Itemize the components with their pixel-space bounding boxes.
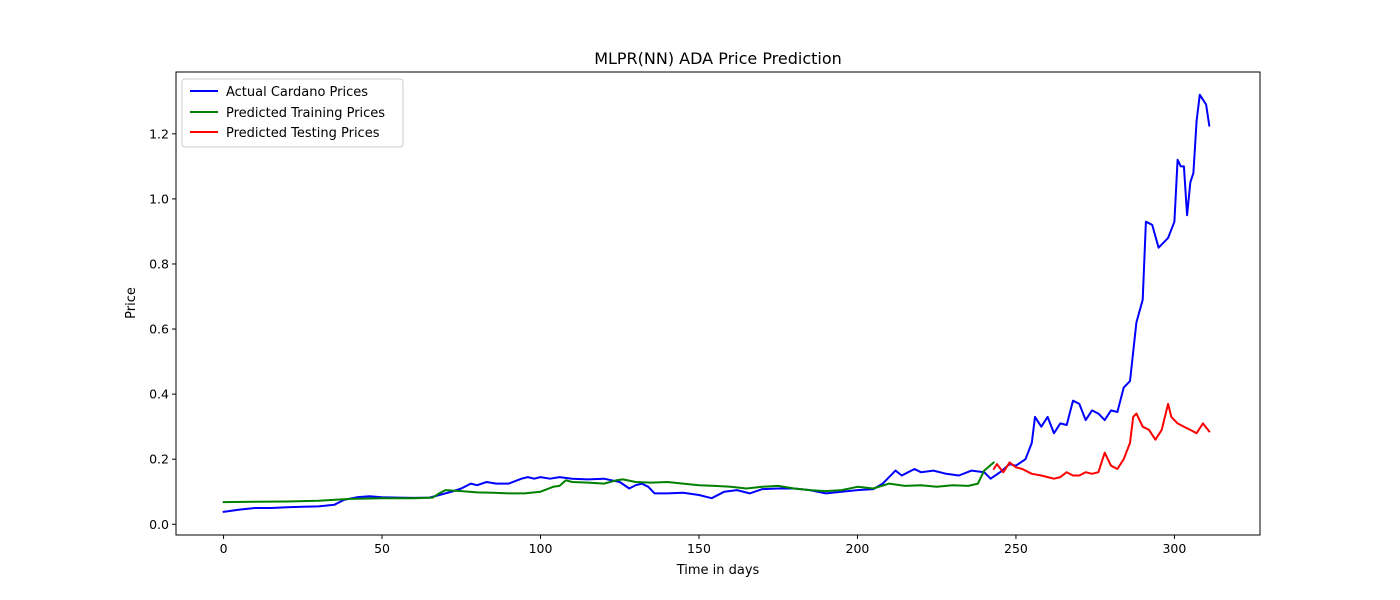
x-tick-label: 100 xyxy=(529,541,553,556)
x-tick-label: 250 xyxy=(1004,541,1028,556)
plot-area-frame xyxy=(175,71,1261,536)
series-line-training xyxy=(222,461,995,504)
y-tick-label: 0.2 xyxy=(149,452,169,467)
legend: Actual Cardano Prices Predicted Training… xyxy=(181,78,404,148)
y-axis: 0.0 0.2 0.4 0.6 0.8 1.0 1.2 xyxy=(149,126,176,532)
series-layer xyxy=(222,93,1211,513)
series-line-testing xyxy=(992,402,1211,480)
legend-label-testing: Predicted Testing Prices xyxy=(226,126,380,141)
y-tick-label: 0.4 xyxy=(149,387,169,402)
y-tick-label: 1.2 xyxy=(149,126,169,141)
chart-title: MLPR(NN) ADA Price Prediction xyxy=(594,49,842,68)
series-line-actual xyxy=(222,93,1211,513)
x-tick-label: 150 xyxy=(687,541,711,556)
legend-label-actual: Actual Cardano Prices xyxy=(226,85,368,100)
x-tick-label: 0 xyxy=(220,541,228,556)
x-axis-label: Time in days xyxy=(676,563,760,578)
y-tick-label: 1.0 xyxy=(149,191,169,206)
y-axis-label: Price xyxy=(124,287,139,319)
y-tick-label: 0.0 xyxy=(149,517,169,532)
y-tick-label: 0.6 xyxy=(149,322,169,337)
x-tick-label: 200 xyxy=(846,541,870,556)
x-axis: 0 50 100 150 200 250 300 xyxy=(220,535,1186,556)
legend-label-training: Predicted Training Prices xyxy=(226,106,385,121)
y-tick-label: 0.8 xyxy=(149,256,169,271)
x-tick-label: 300 xyxy=(1162,541,1186,556)
legend-box xyxy=(181,78,404,148)
x-tick-label: 50 xyxy=(374,541,390,556)
